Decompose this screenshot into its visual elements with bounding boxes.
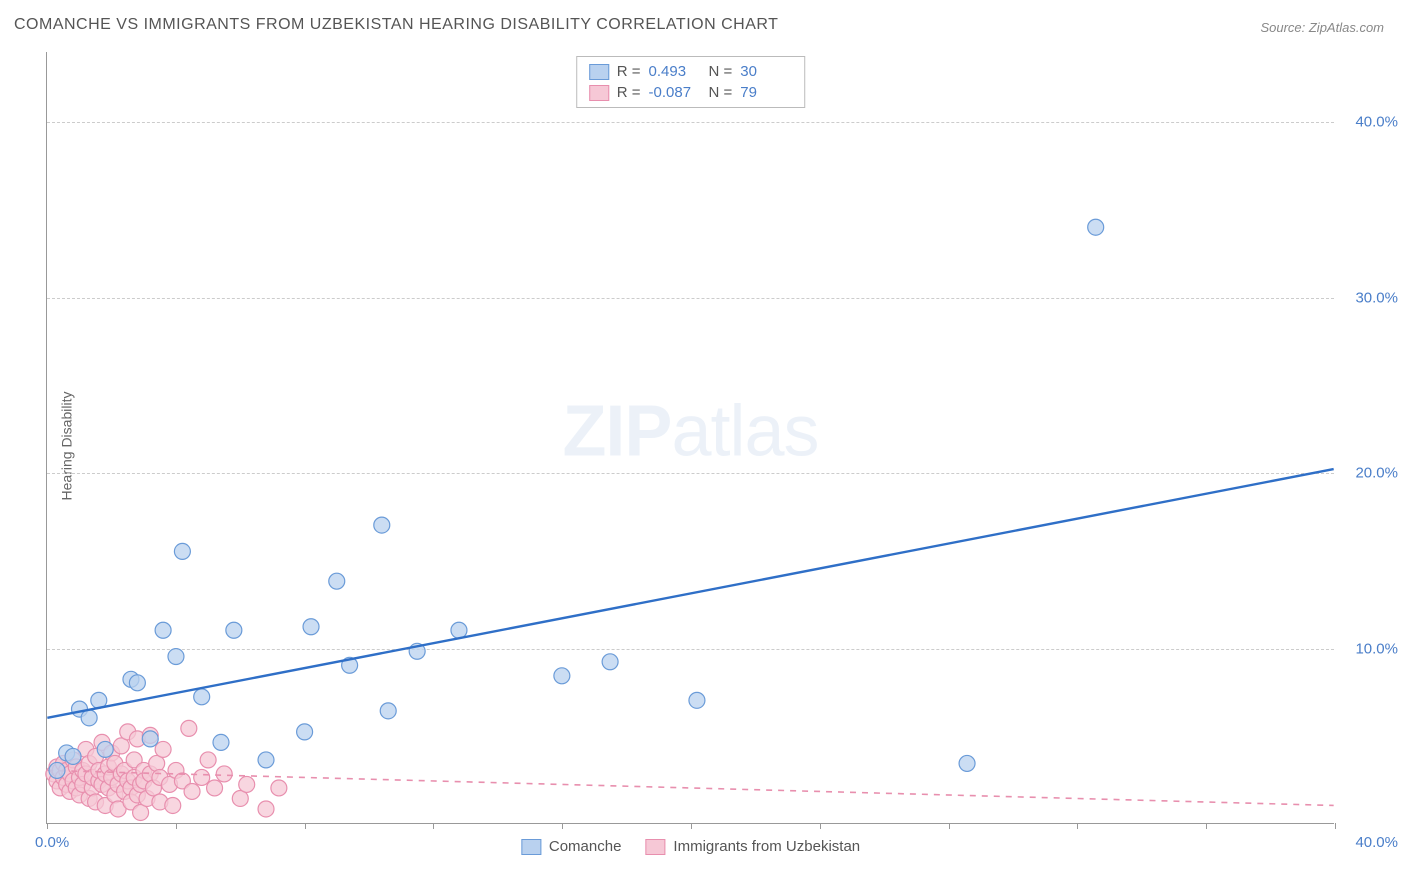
scatter-point <box>168 649 184 665</box>
scatter-point <box>207 780 223 796</box>
scatter-point <box>194 769 210 785</box>
scatter-point <box>184 783 200 799</box>
scatter-point <box>297 724 313 740</box>
x-tick-min: 0.0% <box>35 834 69 851</box>
y-tick-label: 10.0% <box>1355 640 1398 657</box>
scatter-point <box>181 720 197 736</box>
scatter-point <box>174 543 190 559</box>
scatter-point <box>258 752 274 768</box>
scatter-svg <box>47 52 1334 823</box>
scatter-point <box>200 752 216 768</box>
r-value-2: -0.087 <box>649 84 701 101</box>
n-value-1: 30 <box>740 63 792 80</box>
scatter-point <box>554 668 570 684</box>
series2-name: Immigrants from Uzbekistan <box>673 838 860 855</box>
scatter-point <box>959 755 975 771</box>
scatter-point <box>49 762 65 778</box>
trend-line <box>47 469 1333 718</box>
scatter-point <box>81 710 97 726</box>
scatter-point <box>65 748 81 764</box>
legend-item-series2: Immigrants from Uzbekistan <box>645 838 860 855</box>
scatter-point <box>97 741 113 757</box>
scatter-point <box>1088 219 1104 235</box>
scatter-point <box>689 692 705 708</box>
scatter-point <box>329 573 345 589</box>
legend-row-series2: R = -0.087 N = 79 <box>589 82 793 103</box>
scatter-point <box>374 517 390 533</box>
scatter-point <box>226 622 242 638</box>
scatter-point <box>380 703 396 719</box>
legend-row-series1: R = 0.493 N = 30 <box>589 61 793 82</box>
series1-name: Comanche <box>549 838 622 855</box>
scatter-point <box>142 731 158 747</box>
scatter-point <box>194 689 210 705</box>
scatter-point <box>239 776 255 792</box>
r-value-1: 0.493 <box>649 63 701 80</box>
scatter-point <box>602 654 618 670</box>
scatter-point <box>258 801 274 817</box>
correlation-legend: R = 0.493 N = 30 R = -0.087 N = 79 <box>576 56 806 108</box>
swatch-series2-bottom <box>645 839 665 855</box>
scatter-point <box>155 622 171 638</box>
x-tick-max: 40.0% <box>1355 834 1398 851</box>
scatter-point <box>129 675 145 691</box>
y-tick-label: 40.0% <box>1355 114 1398 131</box>
scatter-point <box>216 766 232 782</box>
swatch-series1-bottom <box>521 839 541 855</box>
y-tick-label: 30.0% <box>1355 289 1398 306</box>
y-tick-label: 20.0% <box>1355 465 1398 482</box>
chart-title: COMANCHE VS IMMIGRANTS FROM UZBEKISTAN H… <box>14 16 778 34</box>
scatter-point <box>165 797 181 813</box>
scatter-point <box>155 741 171 757</box>
scatter-point <box>303 619 319 635</box>
scatter-point <box>451 622 467 638</box>
n-value-2: 79 <box>740 84 792 101</box>
chart-container: COMANCHE VS IMMIGRANTS FROM UZBEKISTAN H… <box>0 0 1406 892</box>
swatch-series2 <box>589 85 609 101</box>
swatch-series1 <box>589 64 609 80</box>
legend-item-series1: Comanche <box>521 838 622 855</box>
series-legend: Comanche Immigrants from Uzbekistan <box>521 838 860 855</box>
scatter-point <box>213 734 229 750</box>
scatter-point <box>271 780 287 796</box>
source-attribution: Source: ZipAtlas.com <box>1260 20 1384 35</box>
plot-area: ZIPatlas 10.0%20.0%30.0%40.0% 0.0% 40.0%… <box>46 52 1334 824</box>
